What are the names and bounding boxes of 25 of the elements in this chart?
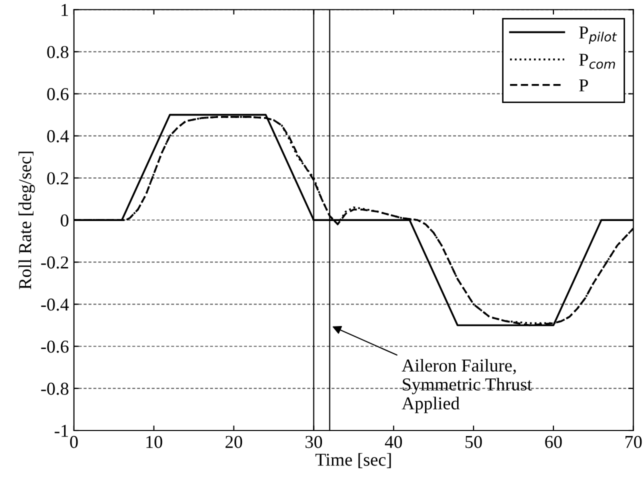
y-tick-label: 0 (60, 214, 68, 226)
y-tick-label: -1 (54, 424, 68, 437)
y-tick-label: 1 (62, 4, 68, 16)
x-tick-label: 70 (626, 436, 642, 448)
y-tick-label: -0.4 (41, 298, 69, 311)
y-tick-label: 0.8 (47, 46, 68, 58)
y-tick-label: 0.4 (47, 130, 69, 142)
y-tick-label: 0.6 (47, 88, 69, 100)
legend-label: P$_{com}$ (579, 54, 615, 69)
y-tick-label: -0.6 (41, 340, 69, 353)
legend-label: P$_{pilot}$ (579, 26, 617, 44)
x-tick-label: 40 (384, 436, 402, 448)
x-tick-label: 0 (70, 436, 78, 448)
x-axis-title: Time [sec] (315, 453, 391, 468)
x-tick-label: 30 (306, 436, 322, 448)
x-tick-label: 60 (545, 436, 562, 448)
y-tick-label: -0.8 (41, 382, 68, 395)
legend-label: P (579, 79, 588, 92)
y-axis-title: Roll Rate [deg/sec] (18, 152, 35, 290)
y-tick-label: 0.2 (47, 172, 68, 184)
x-tick-label: 10 (146, 436, 162, 448)
x-tick-label: 50 (466, 436, 482, 448)
annotation: Aileron Failure, Symmetric Thrust Applied (402, 358, 532, 414)
y-tick-label: -0.2 (41, 256, 68, 269)
x-tick-label: 20 (226, 436, 242, 448)
